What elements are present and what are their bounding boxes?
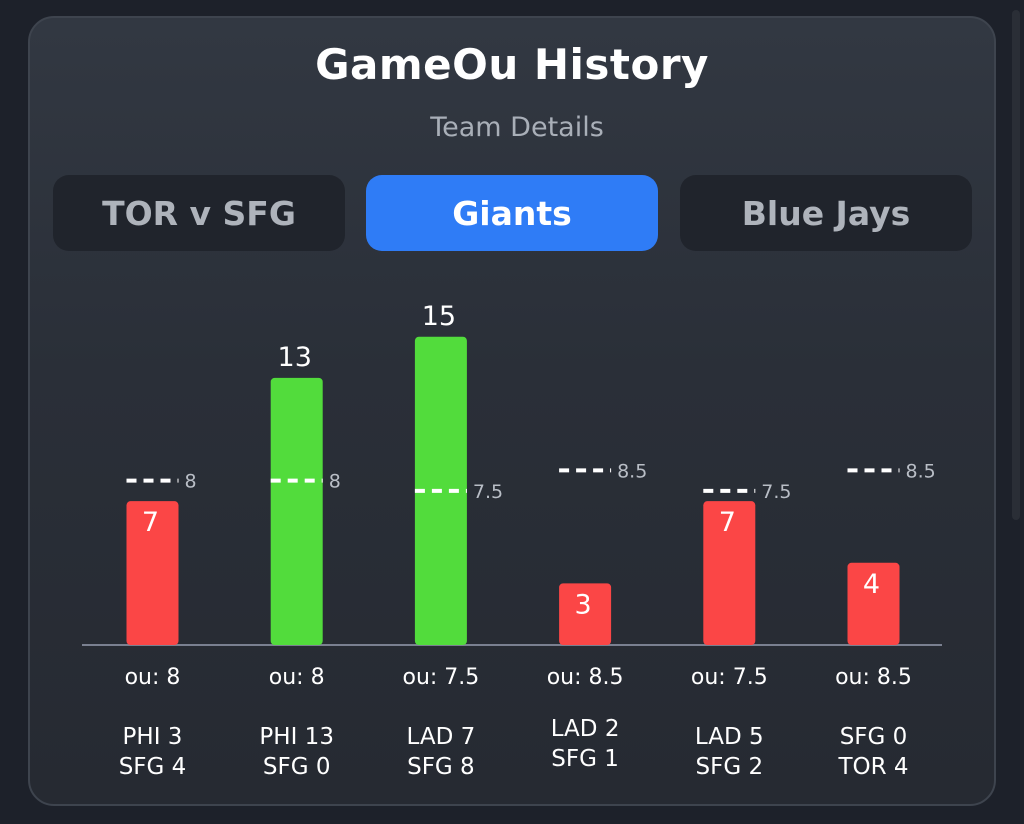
ou-line-label-game-2: 8 xyxy=(329,471,341,493)
page-subtitle: Team Details xyxy=(430,112,604,143)
bar-game-5 xyxy=(703,501,756,645)
tab-blue-jays[interactable]: Blue Jays xyxy=(680,175,972,251)
bar-game-6 xyxy=(847,562,900,645)
value-label-game-2: 13 xyxy=(278,342,312,373)
ou-line-label-game-5: 7.5 xyxy=(761,481,791,503)
value-label-game-1: 7 xyxy=(142,507,159,538)
ou-tick-game-1: ou: 8 xyxy=(125,665,181,690)
bar-game-1 xyxy=(126,501,179,645)
ou-tick-game-3: ou: 7.5 xyxy=(403,665,480,690)
scrollbar[interactable] xyxy=(1012,10,1020,520)
ou-tick-game-5: ou: 7.5 xyxy=(691,665,768,690)
score-line2-game-6: TOR 4 xyxy=(837,754,908,780)
score-line1-game-3: LAD 7 xyxy=(407,724,476,750)
ou-tick-game-4: ou: 8.5 xyxy=(547,665,624,690)
value-label-game-3: 15 xyxy=(422,301,456,332)
ou-tick-game-6: ou: 8.5 xyxy=(835,665,912,690)
page-title: GameOu History xyxy=(315,40,709,89)
ou-line-label-game-6: 8.5 xyxy=(906,460,936,482)
chart-card xyxy=(28,16,996,806)
tab-giants[interactable]: Giants xyxy=(366,175,658,251)
ou-tick-game-2: ou: 8 xyxy=(269,665,325,690)
score-line2-game-5: SFG 2 xyxy=(695,754,763,780)
score-line1-game-4: LAD 2 xyxy=(551,716,620,742)
score-line1-game-5: LAD 5 xyxy=(695,724,764,750)
ou-line-label-game-1: 8 xyxy=(185,471,197,493)
bar-game-4 xyxy=(559,583,612,645)
ou-line-label-game-4: 8.5 xyxy=(617,460,647,482)
score-line1-game-6: SFG 0 xyxy=(840,724,908,750)
score-line2-game-4: SFG 1 xyxy=(551,746,619,772)
score-line1-game-1: PHI 3 xyxy=(123,724,183,750)
bar-game-2 xyxy=(270,377,323,645)
value-label-game-4: 3 xyxy=(575,589,592,620)
score-line2-game-3: SFG 8 xyxy=(407,754,475,780)
tab-matchup[interactable]: TOR v SFG xyxy=(53,175,345,251)
score-line2-game-1: SFG 4 xyxy=(119,754,187,780)
value-label-game-6: 4 xyxy=(863,569,880,600)
score-line2-game-2: SFG 0 xyxy=(263,754,331,780)
score-line1-game-2: PHI 13 xyxy=(259,724,334,750)
value-label-game-5: 7 xyxy=(719,507,736,538)
ou-line-label-game-3: 7.5 xyxy=(473,481,503,503)
